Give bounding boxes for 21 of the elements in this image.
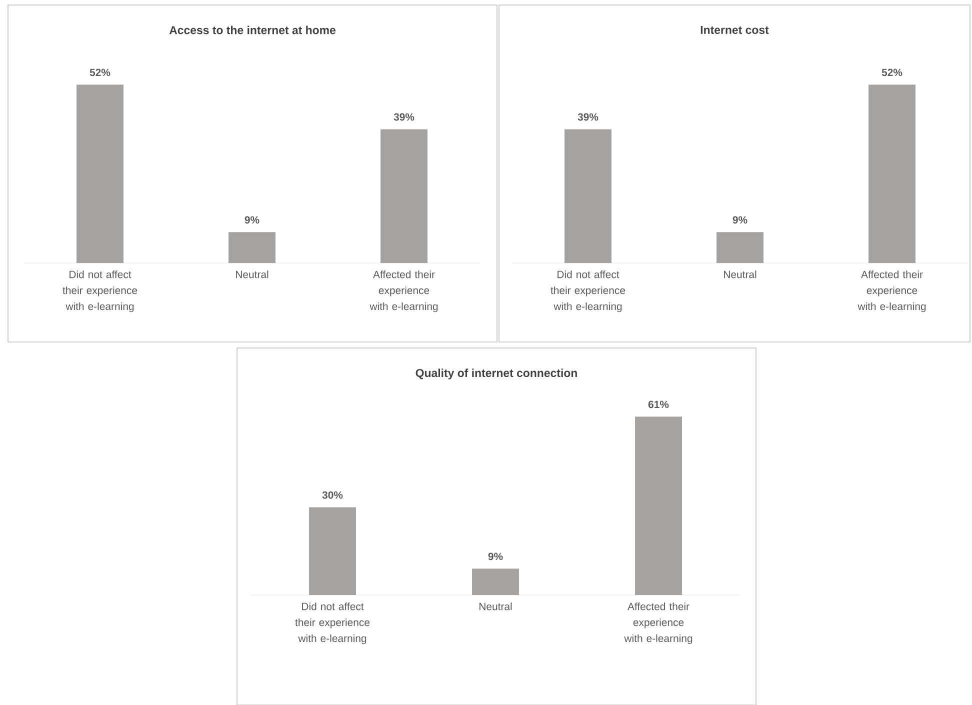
chart-title: Quality of internet connection bbox=[416, 368, 577, 380]
data-label: 52% bbox=[90, 68, 110, 76]
x-tick-label: Affected their experience with e-learning bbox=[858, 270, 926, 312]
x-tick-label: Neutral bbox=[236, 270, 268, 278]
x-tick-label: Did not affect their experience with e-learning bbox=[550, 270, 626, 312]
x-tick-label: Affected their experience with e-learning bbox=[624, 602, 692, 644]
x-tick-label: Affected their experience with e-learning bbox=[370, 270, 438, 312]
data-label: 30% bbox=[322, 491, 343, 499]
data-label: 9% bbox=[244, 216, 260, 224]
x-tick-label: Neutral bbox=[724, 270, 756, 278]
data-label: 61% bbox=[648, 400, 669, 408]
chart-title: Access to the internet at home bbox=[169, 26, 336, 34]
x-tick-label: Neutral bbox=[480, 602, 512, 610]
x-tick-label: Did not affect their experience with e-learning bbox=[62, 270, 138, 312]
chart-title: Internet cost bbox=[700, 26, 769, 34]
data-label: 39% bbox=[394, 113, 414, 121]
data-label: 52% bbox=[882, 68, 902, 76]
data-label: 9% bbox=[488, 552, 503, 560]
data-label: 9% bbox=[732, 216, 748, 224]
data-label: 39% bbox=[578, 113, 598, 121]
x-tick-label: Did not affect their experience with e-learning bbox=[295, 602, 370, 644]
